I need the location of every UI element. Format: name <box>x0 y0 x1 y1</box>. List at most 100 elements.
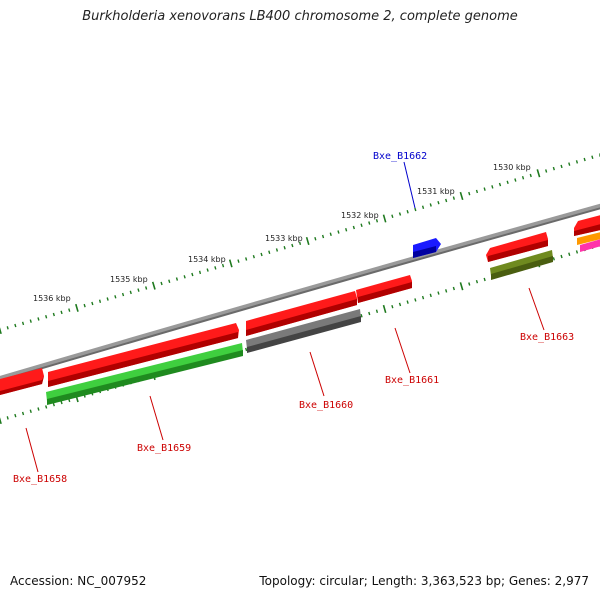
outer-scale-tick <box>52 312 55 317</box>
inner-scale-tick <box>406 300 409 304</box>
outer-scale-tick <box>291 243 294 248</box>
gene-bxe-b1659-lower[interactable] <box>46 343 243 405</box>
outer-scale-tick <box>160 281 163 286</box>
outer-scale-tick <box>375 219 379 223</box>
outer-scale-tick <box>498 182 502 187</box>
outer-scale-tick <box>382 214 387 223</box>
gene-bxe-b1661[interactable] <box>356 275 412 303</box>
gene-bxe-b1663-lower[interactable] <box>490 250 553 280</box>
outer-scale-tick <box>398 212 402 216</box>
outer-scale-tick <box>198 270 202 275</box>
outer-scale-tick <box>429 203 432 207</box>
inner-scale-tick <box>375 309 379 313</box>
outer-scale-tick <box>75 303 79 312</box>
outer-scale-tick <box>536 169 541 178</box>
outer-scale-tick <box>275 248 279 252</box>
outer-scale-tick <box>368 221 371 225</box>
outer-scale-tick <box>0 327 2 335</box>
outer-scale-tick <box>345 228 348 232</box>
outer-scale-tick <box>421 205 425 209</box>
outer-scale-tick <box>529 173 532 178</box>
inner-scale-tick <box>421 295 425 300</box>
scale-label-1535: 1535 kbp <box>110 275 148 284</box>
inner-scale-tick <box>437 291 440 295</box>
leader-b1661 <box>394 327 411 374</box>
gene-label-bxe-b1659: Bxe_B1659 <box>137 443 191 454</box>
chromosome-backbone <box>0 203 600 382</box>
inner-scale-tick <box>568 252 571 256</box>
inner-scale-tick <box>552 257 555 261</box>
leader-b1662 <box>403 161 416 209</box>
outer-scale-tick <box>305 236 310 246</box>
scale-label-1534: 1534 kbp <box>188 255 226 264</box>
outer-scale-tick <box>228 259 233 268</box>
inner-scale-tick <box>560 254 563 259</box>
inner-scale-tick <box>452 286 455 291</box>
inner-scale-tick <box>37 407 40 411</box>
outer-scale-tick <box>283 246 286 250</box>
outer-scale-tick <box>298 241 302 245</box>
outer-scale-tick <box>459 191 464 201</box>
outer-scale-tick <box>168 279 171 283</box>
outer-scale-tick <box>406 210 409 214</box>
outer-scale-tick <box>137 288 140 292</box>
inner-scale-tick <box>429 293 432 298</box>
outer-scale-tick <box>252 254 255 259</box>
gene-bxe-b1659-upper[interactable] <box>48 323 239 387</box>
gene-bxe-b1658[interactable] <box>0 368 44 395</box>
inner-scale-tick <box>368 311 371 316</box>
outer-scale-tick <box>314 237 317 241</box>
outer-scale-tick <box>6 326 9 330</box>
outer-scale-tick <box>445 198 448 203</box>
scale-label-1533: 1533 kbp <box>265 234 303 243</box>
outer-scale-tick <box>591 155 594 159</box>
inner-scale-tick <box>398 302 402 307</box>
inner-scale-tick <box>459 282 464 291</box>
inner-scale-tick <box>45 405 48 409</box>
gene-next-orange[interactable] <box>577 231 600 245</box>
gene-next-magenta[interactable] <box>580 238 600 252</box>
inner-scale-tick <box>60 400 63 405</box>
scale-label-1536: 1536 kbp <box>33 294 71 303</box>
gene-bxe-b1660-upper[interactable] <box>246 291 357 336</box>
inner-scale-tick <box>475 279 479 284</box>
inner-scale-tick <box>445 289 448 293</box>
outer-scale-tick <box>29 319 32 323</box>
outer-scale-tick <box>475 189 479 194</box>
outer-scale-tick <box>14 323 17 328</box>
outer-scale-tick <box>521 176 525 180</box>
outer-scale-tick <box>568 162 571 166</box>
leader-b1660 <box>309 351 325 397</box>
outer-scale-tick <box>414 207 417 212</box>
gene-bxe-b1662[interactable] <box>413 238 441 258</box>
inner-scale-tick <box>21 411 25 416</box>
outer-scale-tick <box>237 259 240 263</box>
gene-bxe-b1663-upper[interactable] <box>486 232 548 262</box>
outer-scale-tick <box>360 223 363 227</box>
outer-scale-tick <box>214 266 217 270</box>
gene-next-red[interactable] <box>574 214 600 236</box>
scale-label-1530: 1530 kbp <box>493 163 531 172</box>
outer-scale-tick <box>37 317 40 321</box>
outer-scale-tick <box>329 232 332 236</box>
outer-scale-tick <box>337 230 340 234</box>
inner-scale-tick <box>483 277 486 282</box>
inner-scale-tick <box>414 298 417 302</box>
gene-bxe-b1660-lower[interactable] <box>246 309 361 353</box>
inner-scale-tick <box>14 413 17 418</box>
gene-label-bxe-b1658: Bxe_B1658 <box>13 474 67 485</box>
outer-scale-tick <box>452 196 455 200</box>
inner-scale-tick <box>0 417 2 425</box>
accession-text: Accession: NC_007952 <box>10 574 147 588</box>
outer-scale-tick <box>437 200 440 205</box>
leader-b1659 <box>149 395 164 441</box>
outer-scale-tick <box>114 295 117 299</box>
outer-scale-tick <box>506 180 509 185</box>
outer-scale-tick <box>260 252 263 257</box>
outer-scale-tick <box>175 277 179 281</box>
outer-scale-tick <box>91 301 94 306</box>
inner-scale-tick <box>391 304 394 309</box>
outer-scale-tick <box>583 157 586 162</box>
outer-scale-tick <box>21 321 25 326</box>
